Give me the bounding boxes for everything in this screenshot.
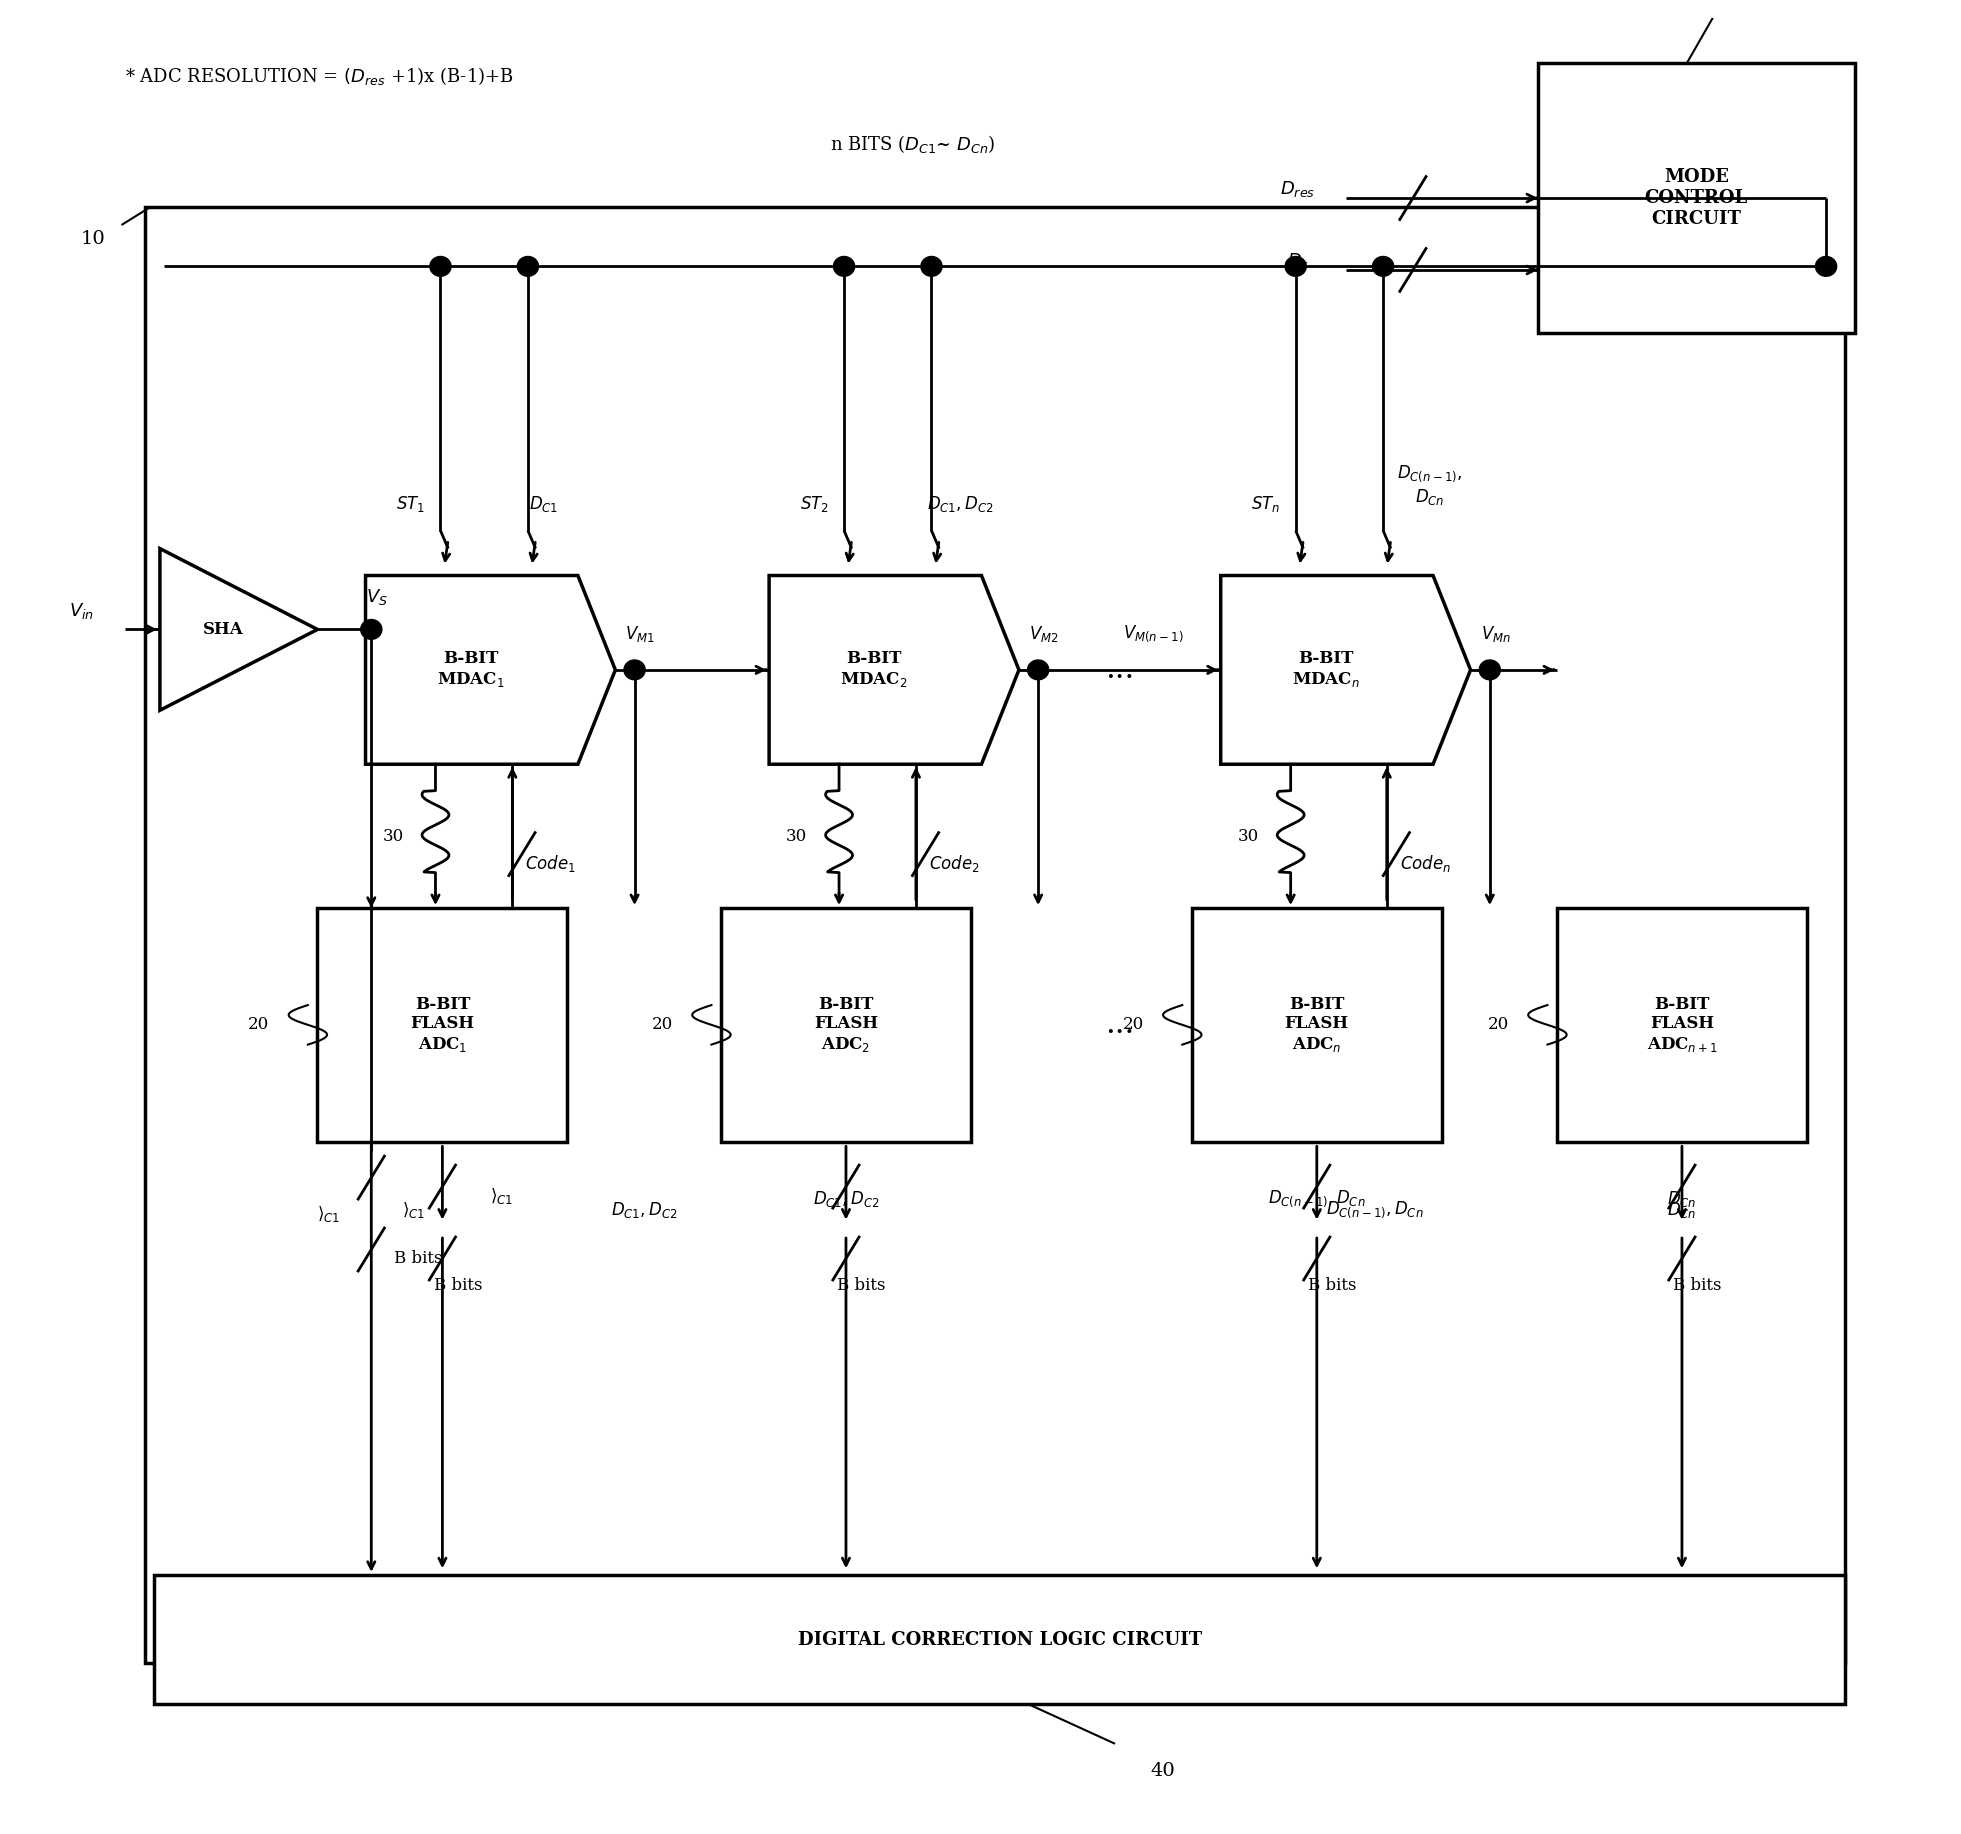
Text: $D_{Cn}$: $D_{Cn}$ [1667, 1199, 1696, 1220]
Circle shape [1373, 257, 1394, 277]
Text: 30: 30 [786, 827, 808, 845]
Text: $D_{C1}$: $D_{C1}$ [529, 493, 559, 514]
Text: $D_{C(n-1)}, D_{Cn}$: $D_{C(n-1)}, D_{Cn}$ [1326, 1199, 1424, 1220]
Text: $D_{C(n-1)},$
$D_{Cn}$: $D_{C(n-1)},$ $D_{Cn}$ [1396, 464, 1463, 508]
Text: $\rangle_{C1}$: $\rangle_{C1}$ [318, 1203, 341, 1223]
Text: B bits: B bits [433, 1276, 482, 1295]
Circle shape [1284, 257, 1306, 277]
Circle shape [624, 660, 645, 680]
Text: $D_{C(n-1)}, D_{Cn}$: $D_{C(n-1)}, D_{Cn}$ [1269, 1188, 1365, 1209]
Text: $ST_n$: $ST_n$ [1251, 493, 1281, 514]
Text: $D_{C1}, D_{C2}$: $D_{C1}, D_{C2}$ [928, 493, 994, 514]
Bar [318, 908, 567, 1141]
Text: * ADC RESOLUTION = $(D_{res}$ +1)x (B-1)+B: * ADC RESOLUTION = $(D_{res}$ +1)x (B-1)… [126, 64, 514, 86]
Circle shape [833, 257, 855, 277]
Text: B-BIT
MDAC$_2$: B-BIT MDAC$_2$ [841, 651, 908, 690]
Text: $D_s$: $D_s$ [1286, 251, 1308, 271]
Bar [1192, 908, 1441, 1141]
Text: $D_{Cn}$: $D_{Cn}$ [1667, 1188, 1696, 1209]
Circle shape [1028, 660, 1049, 680]
Circle shape [1816, 257, 1837, 277]
Circle shape [1479, 660, 1500, 680]
Text: B bits: B bits [394, 1251, 443, 1267]
Text: $D_{C1}, D_{C2}$: $D_{C1}, D_{C2}$ [812, 1188, 879, 1209]
Text: ...: ... [1106, 655, 1135, 686]
Text: $\rangle_{C1}$: $\rangle_{C1}$ [402, 1199, 426, 1220]
Text: n BITS ($D_{C1}$~ $D_{Cn}$): n BITS ($D_{C1}$~ $D_{Cn}$) [831, 134, 996, 156]
Text: B-BIT
FLASH
ADC$_1$: B-BIT FLASH ADC$_1$ [410, 996, 475, 1055]
Polygon shape [769, 576, 1020, 765]
Text: $V_{Mn}$: $V_{Mn}$ [1481, 624, 1510, 644]
Text: 20: 20 [1122, 1016, 1143, 1033]
Text: B bits: B bits [1308, 1276, 1357, 1295]
Circle shape [429, 257, 451, 277]
Circle shape [518, 257, 539, 277]
Text: 40: 40 [1151, 1762, 1175, 1779]
Text: B-BIT
MDAC$_n$: B-BIT MDAC$_n$ [1292, 651, 1359, 690]
Circle shape [361, 620, 382, 640]
Text: 30: 30 [1237, 827, 1259, 845]
Text: B-BIT
FLASH
ADC$_n$: B-BIT FLASH ADC$_n$ [1284, 996, 1349, 1055]
Text: 20: 20 [249, 1016, 269, 1033]
Text: $\rangle_{C1}$: $\rangle_{C1}$ [490, 1185, 514, 1205]
Text: B bits: B bits [1673, 1276, 1722, 1295]
Text: MODE
CONTROL
CIRCUIT: MODE CONTROL CIRCUIT [1645, 169, 1747, 227]
Bar [1557, 908, 1806, 1141]
Text: $D_{C1}, D_{C2}$: $D_{C1}, D_{C2}$ [612, 1199, 677, 1220]
Text: $V_{in}$: $V_{in}$ [69, 602, 94, 622]
Text: SHA: SHA [202, 622, 243, 638]
Text: $D_{res}$: $D_{res}$ [1281, 180, 1316, 200]
Text: ...: ... [1106, 1009, 1135, 1040]
Text: $Code_1$: $Code_1$ [526, 853, 577, 873]
Bar [155, 1575, 1845, 1704]
Polygon shape [365, 576, 616, 765]
Text: $V_{M2}$: $V_{M2}$ [1030, 624, 1059, 644]
Text: 20: 20 [651, 1016, 673, 1033]
Text: 30: 30 [382, 827, 404, 845]
Text: DIGITAL CORRECTION LOGIC CIRCUIT: DIGITAL CORRECTION LOGIC CIRCUIT [798, 1630, 1202, 1649]
Text: B-BIT
FLASH
ADC$_2$: B-BIT FLASH ADC$_2$ [814, 996, 879, 1055]
Text: B bits: B bits [837, 1276, 886, 1295]
Text: $ST_2$: $ST_2$ [800, 493, 830, 514]
Text: B-BIT
MDAC$_1$: B-BIT MDAC$_1$ [437, 651, 504, 690]
Text: $V_{M1}$: $V_{M1}$ [626, 624, 655, 644]
Bar [722, 908, 971, 1141]
Text: B-BIT
FLASH
ADC$_{n+1}$: B-BIT FLASH ADC$_{n+1}$ [1647, 996, 1718, 1055]
Text: $V_{M(n-1)}$: $V_{M(n-1)}$ [1124, 624, 1184, 644]
Bar [145, 207, 1845, 1663]
Text: $V_S$: $V_S$ [367, 587, 388, 607]
Text: $ST_1$: $ST_1$ [396, 493, 426, 514]
Text: 10: 10 [80, 231, 106, 248]
Text: $Code_2$: $Code_2$ [930, 853, 980, 873]
Polygon shape [1220, 576, 1471, 765]
Bar [1537, 64, 1855, 334]
Text: $Code_n$: $Code_n$ [1400, 853, 1451, 873]
Circle shape [922, 257, 941, 277]
Text: 20: 20 [1488, 1016, 1510, 1033]
